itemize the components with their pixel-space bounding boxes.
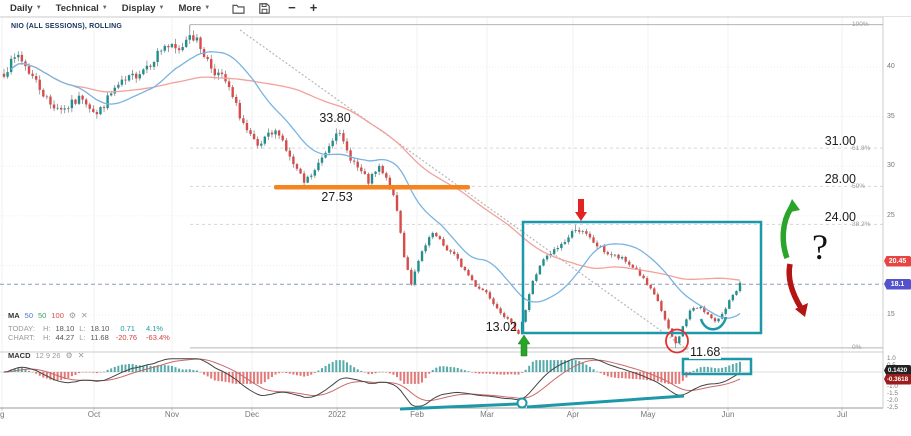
macd-axis-tick: -1.0 <box>887 382 898 390</box>
zoom-out-button[interactable]: − <box>288 0 296 15</box>
today-change-pct: 4.1% <box>145 324 164 333</box>
chart-high-label: H: <box>43 333 51 342</box>
annotation-support-price[interactable]: 27.53 <box>321 190 353 204</box>
macd-study-legend: MACD 12 9 26 ⚙ ✕ <box>8 351 84 360</box>
menu-period-label: Daily <box>10 2 33 14</box>
x-axis-tick: Nov <box>164 410 180 419</box>
price-axis-tick: 15 <box>887 311 895 318</box>
last-price-badge: 18.1 <box>884 278 911 290</box>
today-low-value: 18.10 <box>90 324 110 333</box>
x-axis-tick: May <box>640 410 656 419</box>
today-label: TODAY: <box>8 324 35 333</box>
ma-period-2: 50 <box>38 311 47 320</box>
fib-level-label: 38.2% <box>852 220 871 228</box>
today-high-label: H: <box>43 324 51 333</box>
annotation-jan-high[interactable]: 33.80 <box>319 111 351 125</box>
ma-remove-icon[interactable]: ✕ <box>81 311 88 320</box>
chart-label: CHART: <box>8 333 35 342</box>
price-annotation: 31.00 <box>824 134 856 149</box>
price-axis-tick: 35 <box>887 112 895 120</box>
menu-period[interactable]: Daily ▼ <box>10 3 42 14</box>
today-low-label: L: <box>79 324 86 333</box>
toolbar: Daily ▼ Technical ▼ Display ▼ More ▼ − + <box>0 0 911 17</box>
chart-change: -20.76 <box>115 333 138 342</box>
ma-study-legend: MA 50 50 100 ⚙ ✕ <box>8 311 88 320</box>
price-axis-tick: 25 <box>887 211 895 219</box>
fib-level-label: 50% <box>852 182 866 190</box>
ma-value-badge: 20.45 <box>884 255 911 267</box>
price-annotation: 28.00 <box>824 172 856 187</box>
chevron-down-icon: ▼ <box>158 5 165 11</box>
menu-more-label: More <box>178 2 202 14</box>
open-folder-icon[interactable] <box>232 3 245 14</box>
today-stats-row: TODAY: H: 18.10 L: 18.10 0.71 4.1% <box>8 324 163 333</box>
fib-level-label: 61.8% <box>852 144 871 152</box>
annotation-mar-low[interactable]: 13.02 <box>485 320 517 334</box>
x-axis-tick: Jun <box>721 410 735 419</box>
macd-axis-tick: -2.0 <box>887 396 898 404</box>
today-change: 0.71 <box>120 324 135 333</box>
chart-low-label: L: <box>79 333 86 342</box>
x-axis-tick: Dec <box>244 410 260 419</box>
macd-signal-badge: -0.3618 <box>884 373 911 385</box>
annotation-may-low[interactable]: 11.68 <box>689 345 722 359</box>
menu-technical[interactable]: Technical ▼ <box>56 3 108 14</box>
x-axis-tick: Mar <box>480 410 494 419</box>
macd-axis-tick: -1.5 <box>887 389 898 397</box>
ma-period-1: 50 <box>24 311 34 320</box>
x-axis-tick: g <box>0 410 5 419</box>
macd-value-badge: 0.1420 <box>884 365 911 376</box>
save-icon[interactable] <box>259 2 270 14</box>
ma-study-name: MA <box>8 311 20 320</box>
macd-study-name: MACD <box>8 351 31 360</box>
macd-settings-icon[interactable]: ⚙ <box>65 351 73 360</box>
annotation-question-mark[interactable]: ? <box>812 227 828 267</box>
menu-technical-label: Technical <box>55 2 99 14</box>
x-axis-tick: Oct <box>87 410 101 419</box>
ma-period-3: 100 <box>51 311 64 320</box>
macd-axis-tick: 1.0 <box>887 354 896 362</box>
x-axis-tick: Jul <box>836 410 848 419</box>
price-annotation: 24.00 <box>824 210 856 225</box>
x-axis-tick: Apr <box>566 410 580 419</box>
menu-display[interactable]: Display ▼ <box>122 3 165 14</box>
fib-level-label: 100% <box>852 21 869 29</box>
macd-remove-icon[interactable]: ✕ <box>77 351 85 360</box>
x-axis-tick: Feb <box>410 410 424 419</box>
chevron-down-icon: ▼ <box>101 5 108 11</box>
chart-high-value: 44.27 <box>55 333 75 342</box>
chevron-down-icon: ▼ <box>204 5 211 11</box>
chevron-down-icon: ▼ <box>35 5 42 11</box>
chart-change-pct: -63.4% <box>146 333 170 342</box>
menu-more[interactable]: More ▼ <box>179 3 211 14</box>
symbol-label: NIO (ALL SESSIONS), ROLLING <box>11 23 123 30</box>
macd-params: 12 9 26 <box>35 351 61 360</box>
price-axis-tick: 30 <box>887 162 895 170</box>
menu-display-label: Display <box>121 2 156 14</box>
price-axis-tick: 40 <box>887 63 895 70</box>
ma-settings-icon[interactable]: ⚙ <box>68 311 77 320</box>
macd-axis-tick: -2.5 <box>887 403 898 411</box>
today-high-value: 18.10 <box>55 324 75 333</box>
x-axis-tick: 2022 <box>328 410 346 419</box>
fib-level-label: 0% <box>852 344 862 352</box>
chart-low-value: 11.68 <box>90 333 109 342</box>
zoom-in-button[interactable]: + <box>309 0 318 15</box>
chart-stats-row: CHART: H: 44.27 L: 11.68 -20.76 -63.4% <box>8 333 170 342</box>
